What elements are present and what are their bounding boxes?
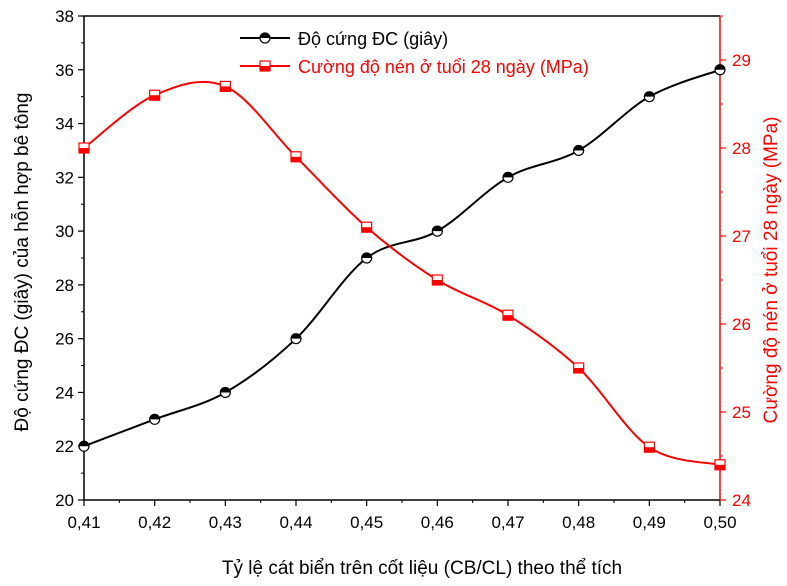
series-0-point xyxy=(714,64,726,76)
left-y-tick-label: 38 xyxy=(55,7,74,26)
x-tick-label: 0,49 xyxy=(633,513,666,532)
x-tick-label: 0,41 xyxy=(67,513,100,532)
left-y-tick-label: 34 xyxy=(55,115,74,134)
marker-fill xyxy=(361,253,372,258)
marker-fill xyxy=(149,414,160,420)
series-1-point xyxy=(573,362,585,374)
marker-fill xyxy=(715,464,725,470)
left-y-tick-label: 32 xyxy=(55,168,74,187)
marker-fill xyxy=(220,86,231,92)
right-y-tick-label: 29 xyxy=(732,51,751,70)
right-y-tick-label: 24 xyxy=(732,491,751,510)
right-y-axis-title: Cường độ nén ở tuổi 28 ngày (MPa) xyxy=(761,117,782,424)
series-0-point xyxy=(431,225,443,237)
marker-fill xyxy=(79,148,89,153)
marker-fill xyxy=(260,33,270,38)
series-0-point xyxy=(573,144,585,157)
x-tick-label: 0,46 xyxy=(421,513,454,532)
marker-fill xyxy=(220,387,231,393)
series-0-point xyxy=(149,413,161,425)
right-y-tick-label: 28 xyxy=(732,139,751,158)
series-1-point xyxy=(290,151,302,163)
series-1-point xyxy=(431,274,443,286)
series-0-point xyxy=(78,440,90,452)
marker-fill xyxy=(79,441,90,447)
marker-fill xyxy=(149,95,160,101)
right-y-tick-label: 25 xyxy=(732,403,751,422)
left-y-tick-label: 26 xyxy=(55,330,74,349)
left-y-tick-label: 24 xyxy=(55,383,74,402)
marker-fill xyxy=(432,280,443,285)
legend: Độ cứng ĐC (giây) Cường độ nén ở tuổi 28 … xyxy=(240,29,589,77)
series-layer xyxy=(78,64,726,471)
left-y-axis-title: Độ cứng ĐC (giây) của hỗn hợp bê tông xyxy=(11,93,33,432)
left-y-tick-label: 22 xyxy=(55,437,74,456)
marker-fill xyxy=(503,315,513,321)
legend-label: Độ cứng ĐC (giây) xyxy=(298,29,448,49)
left-y-tick-label: 36 xyxy=(55,61,74,80)
s0-series-line xyxy=(83,68,721,448)
marker-fill xyxy=(644,91,655,97)
marker-fill xyxy=(644,447,655,453)
axes-layer: 0,41 0,42 0,43 0,44 0,45 0,46 0,47 0,48 0,49 0,50… xyxy=(11,7,782,579)
marker-fill xyxy=(291,333,301,339)
series-1-point xyxy=(502,309,514,321)
series-0-point xyxy=(361,252,373,264)
series-0-point xyxy=(643,91,655,103)
marker-fill xyxy=(432,226,443,232)
x-tick-label: 0,43 xyxy=(209,513,242,532)
x-tick-label: 0,44 xyxy=(279,513,312,532)
marker-fill xyxy=(715,64,725,70)
marker-fill xyxy=(291,156,301,162)
series-1-point xyxy=(361,221,373,233)
legend-label: Cường độ nén ở tuổi 28 ngày (MPa) xyxy=(298,57,589,77)
x-tick-label: 0,45 xyxy=(350,513,383,532)
x-tick-label: 0,48 xyxy=(562,513,595,532)
series-0-point xyxy=(219,386,231,399)
left-y-tick-label: 28 xyxy=(55,276,74,295)
marker-fill xyxy=(260,66,270,71)
x-tick-label: 0,42 xyxy=(138,513,171,532)
series-1-point xyxy=(149,89,161,101)
marker-fill xyxy=(503,172,513,178)
marker-fill xyxy=(361,227,372,233)
x-tick-label: 0,47 xyxy=(491,513,524,532)
right-y-tick-label: 26 xyxy=(732,315,751,334)
series-1-point xyxy=(78,142,90,154)
x-tick-label: 0,50 xyxy=(703,513,736,532)
marker-fill xyxy=(573,145,584,151)
s1-series-line xyxy=(83,80,721,466)
left-y-tick-label: 30 xyxy=(55,222,74,241)
series-1-point xyxy=(714,459,726,471)
legend-marker xyxy=(259,60,271,72)
right-y-tick-label: 27 xyxy=(732,227,751,246)
x-axis-title: Tỷ lệ cát biển trên cốt liệu (CB/CL) the… xyxy=(222,558,622,579)
series-0-point xyxy=(502,171,514,183)
legend-marker xyxy=(259,32,271,44)
series-0-point xyxy=(290,333,302,345)
marker-fill xyxy=(573,368,584,373)
left-y-tick-label: 20 xyxy=(55,491,74,510)
series-1-point xyxy=(643,441,655,453)
series-1-point xyxy=(219,80,231,93)
